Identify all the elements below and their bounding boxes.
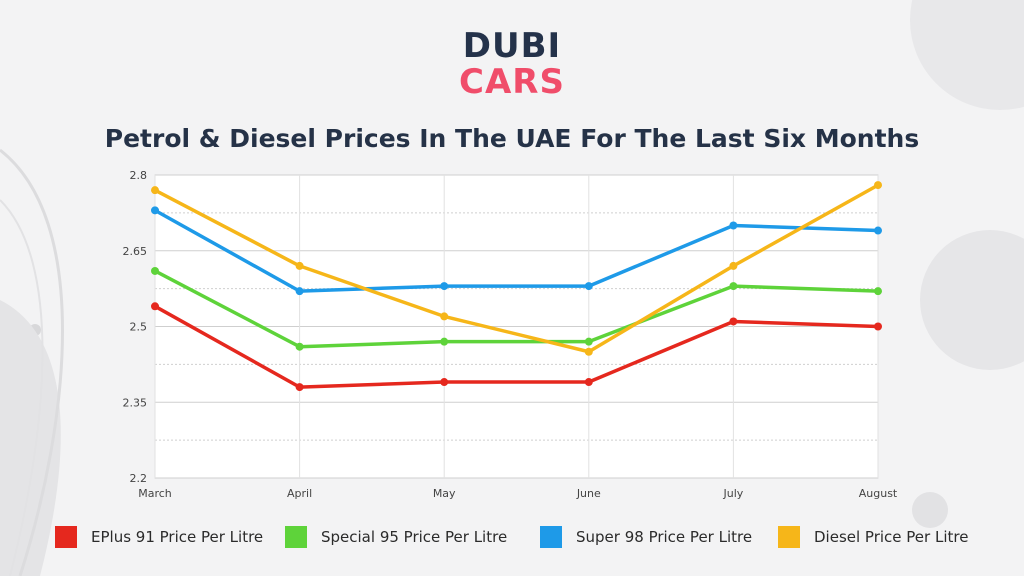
data-point [874,226,882,235]
brand-logo-line1: DUBI [462,26,562,66]
data-point [584,347,593,356]
brand-logo-line2: CARS [459,62,565,102]
data-point [295,342,304,351]
data-point [151,206,159,215]
chart-legend: EPlus 91 Price Per Litre Special 95 Price… [0,522,1024,552]
data-point [584,378,593,387]
legend-swatch [778,526,800,548]
data-point [151,302,159,311]
legend-label: Special 95 Price Per Litre [321,528,508,546]
data-point [584,282,593,291]
series-line [153,304,880,389]
legend-label: EPlus 91 Price Per Litre [91,528,264,546]
data-point [295,383,304,392]
x-tick-label: May [433,487,456,500]
data-point [584,337,593,346]
x-tick-label: August [859,487,898,500]
data-point [440,282,449,291]
legend-item: Super 98 Price Per Litre [540,522,752,552]
series-line [153,208,880,293]
legend-swatch [540,526,562,548]
y-tick-label: 2.35 [123,396,148,409]
chart-title: Petrol & Diesel Prices In The UAE For Th… [104,124,920,153]
data-point [151,266,159,275]
x-tick-label: March [138,487,172,500]
data-point [729,282,738,291]
x-tick-label: July [723,487,744,500]
data-point [874,322,882,331]
data-point [440,337,449,346]
legend-swatch [285,526,307,548]
x-tick-label: June [576,487,601,500]
data-point [729,261,738,270]
legend-label: Diesel Price Per Litre [814,528,969,546]
data-point [295,287,304,296]
brand-logo: DUBI CARS [0,28,1024,100]
y-tick-label: 2.5 [130,321,148,334]
legend-item: EPlus 91 Price Per Litre [55,522,263,552]
y-tick-label: 2.65 [123,245,148,258]
legend-item: Special 95 Price Per Litre [285,522,507,552]
series-line [153,269,880,349]
data-point [440,312,449,321]
data-point [874,287,882,296]
data-point [295,261,304,270]
data-point [729,221,738,230]
x-tick-label: April [287,487,312,500]
series-line [153,183,880,354]
y-tick-label: 2.8 [130,169,148,182]
legend-swatch [55,526,77,548]
y-tick-label: 2.2 [130,472,148,485]
legend-label: Super 98 Price Per Litre [576,528,753,546]
data-point [151,186,159,195]
data-point [440,378,449,387]
legend-item: Diesel Price Per Litre [778,522,968,552]
data-point [729,317,738,326]
data-point [874,181,882,190]
